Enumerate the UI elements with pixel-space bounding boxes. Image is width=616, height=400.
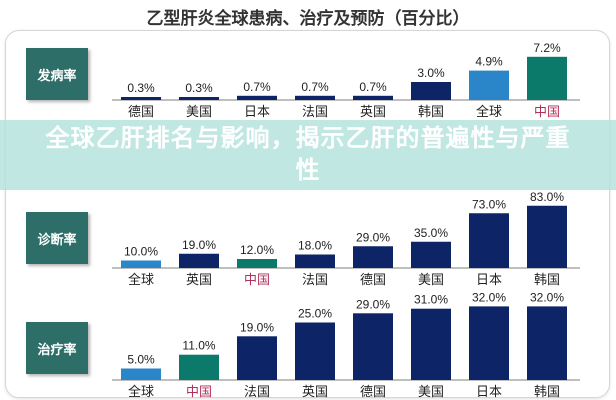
category-label: 日本 bbox=[244, 105, 270, 120]
bar bbox=[411, 308, 451, 380]
category-label: 英国 bbox=[360, 105, 386, 120]
page-title: 乙型肝炎全球患病、治疗及预防（百分比） bbox=[146, 9, 470, 29]
bar bbox=[469, 70, 509, 100]
value-label: 0.7% bbox=[359, 80, 387, 94]
category-label: 韩国 bbox=[418, 105, 444, 120]
bar bbox=[469, 306, 509, 380]
category-label: 美国 bbox=[418, 385, 444, 400]
category-label: 中国 bbox=[244, 273, 270, 288]
value-label: 10.0% bbox=[124, 245, 158, 259]
value-label: 0.3% bbox=[127, 81, 155, 95]
value-label: 0.7% bbox=[301, 80, 329, 94]
bar bbox=[411, 82, 451, 100]
bar bbox=[411, 241, 451, 268]
category-label: 法国 bbox=[302, 273, 328, 288]
category-label: 英国 bbox=[186, 273, 212, 288]
banner-overlay bbox=[0, 120, 616, 190]
bar bbox=[353, 313, 393, 380]
value-label: 11.0% bbox=[182, 339, 215, 353]
category-label: 中国 bbox=[534, 105, 560, 120]
category-label: 美国 bbox=[186, 105, 212, 120]
value-label: 0.7% bbox=[243, 80, 271, 94]
bar bbox=[527, 306, 567, 380]
category-label: 德国 bbox=[128, 105, 154, 120]
value-label: 19.0% bbox=[240, 320, 274, 334]
category-label: 全球 bbox=[128, 272, 154, 288]
banner-title: 全球乙肝排名与影响，揭示乙肝的普遍性与严重性 bbox=[45, 124, 571, 184]
value-label: 32.0% bbox=[472, 290, 506, 304]
value-label: 73.0% bbox=[472, 197, 506, 211]
bar bbox=[527, 205, 567, 268]
category-label: 法国 bbox=[244, 385, 270, 400]
bar bbox=[295, 95, 335, 100]
value-label: 3.0% bbox=[417, 66, 445, 80]
category-label: 全球 bbox=[476, 104, 502, 120]
value-label: 29.0% bbox=[356, 297, 390, 311]
value-label: 0.3% bbox=[185, 81, 213, 95]
value-label: 29.0% bbox=[356, 230, 390, 244]
category-label: 日本 bbox=[476, 273, 502, 288]
category-label: 日本 bbox=[476, 385, 502, 400]
bar bbox=[469, 213, 509, 268]
value-label: 19.0% bbox=[182, 238, 216, 252]
value-label: 25.0% bbox=[298, 307, 332, 321]
value-label: 32.0% bbox=[530, 290, 564, 304]
bar bbox=[353, 246, 393, 268]
bar bbox=[179, 253, 219, 268]
bar bbox=[121, 260, 161, 268]
category-label: 法国 bbox=[302, 105, 328, 120]
bar bbox=[121, 97, 161, 100]
bar bbox=[527, 56, 567, 100]
category-label: 全球 bbox=[128, 384, 154, 400]
value-label: 35.0% bbox=[414, 226, 448, 240]
chart-panel bbox=[5, 30, 610, 398]
value-label: 83.0% bbox=[530, 190, 564, 204]
bar bbox=[237, 259, 277, 268]
row-label-incidence: 发病率 bbox=[26, 48, 88, 100]
category-label: 中国 bbox=[186, 385, 212, 400]
row-label-diagnosis: 诊断率 bbox=[26, 212, 88, 264]
bar bbox=[237, 95, 277, 100]
bar bbox=[295, 254, 335, 268]
value-label: 4.9% bbox=[475, 55, 503, 69]
category-label: 韩国 bbox=[534, 273, 560, 288]
value-label: 12.0% bbox=[240, 243, 274, 257]
bar bbox=[295, 322, 335, 380]
bar bbox=[353, 95, 393, 100]
category-label: 德国 bbox=[360, 385, 386, 400]
bar bbox=[179, 97, 219, 100]
value-label: 5.0% bbox=[127, 353, 155, 367]
category-label: 英国 bbox=[302, 385, 328, 400]
bar bbox=[121, 368, 161, 380]
value-label: 18.0% bbox=[298, 239, 332, 253]
value-label: 31.0% bbox=[414, 293, 448, 307]
bar bbox=[237, 336, 277, 380]
value-label: 7.2% bbox=[533, 41, 561, 55]
category-label: 德国 bbox=[360, 273, 386, 288]
category-label: 美国 bbox=[418, 273, 444, 288]
bar bbox=[179, 354, 219, 380]
row-label-treatment: 治疗率 bbox=[26, 322, 88, 374]
category-label: 韩国 bbox=[534, 385, 560, 400]
